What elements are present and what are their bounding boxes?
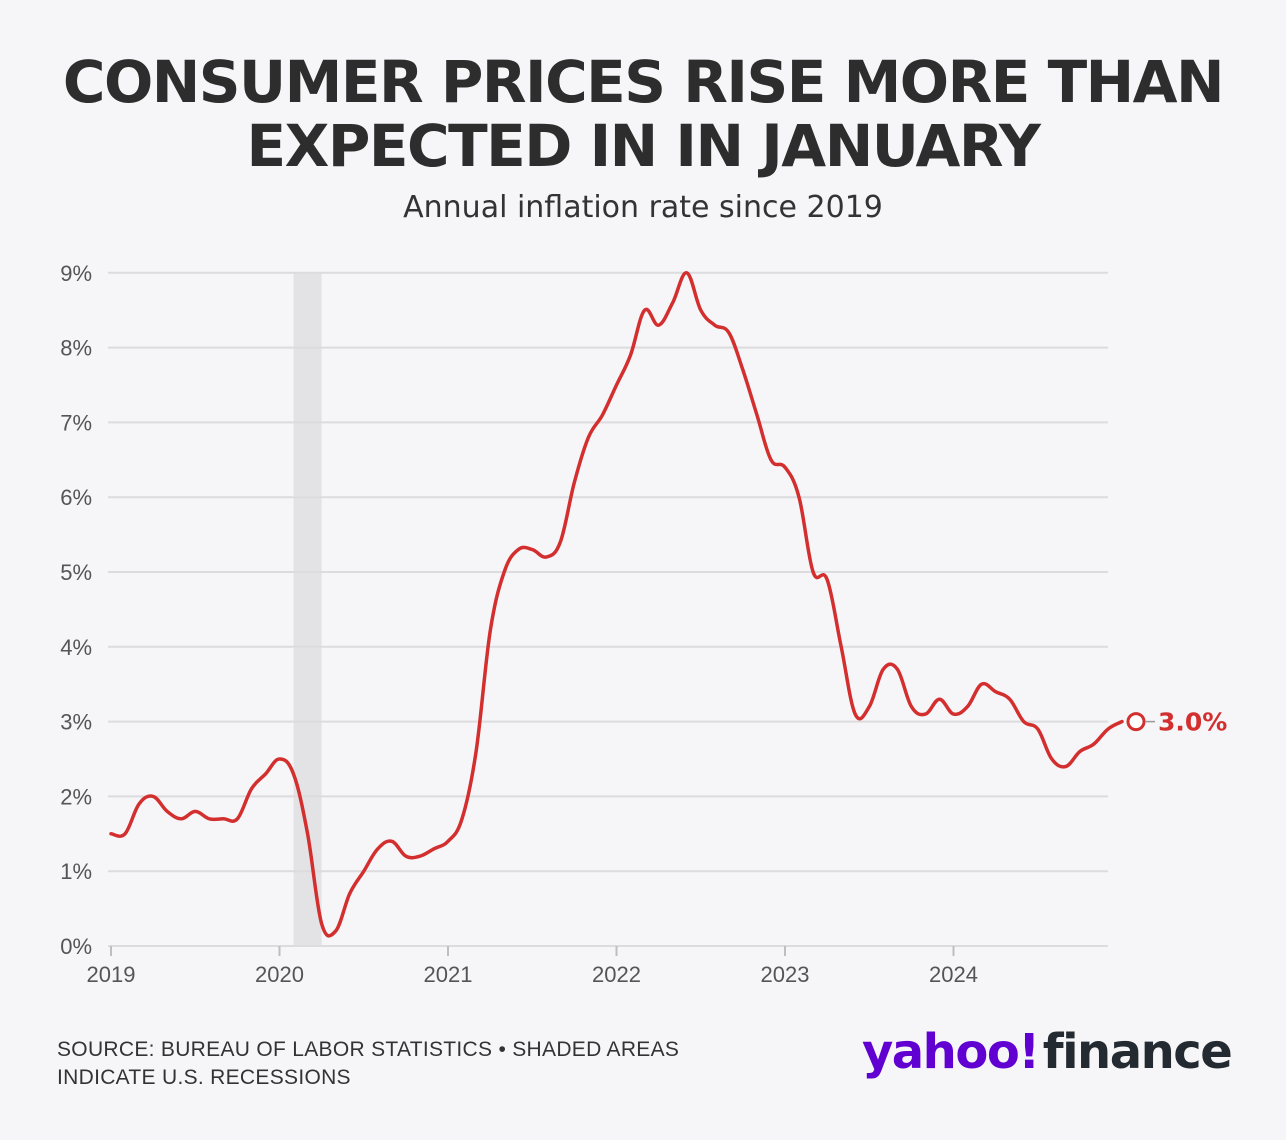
y-tick-label: 4% xyxy=(60,635,92,660)
recession-shading-layer xyxy=(293,272,322,946)
y-tick-label: 5% xyxy=(60,560,92,585)
chart-subtitle: Annual inflation rate since 2019 xyxy=(403,190,883,225)
x-tick-label: 2022 xyxy=(592,962,641,987)
y-tick-label: 7% xyxy=(60,410,92,435)
end-point-marker xyxy=(1126,712,1146,732)
y-tick-label: 3% xyxy=(60,710,92,735)
y-tick-label: 1% xyxy=(60,859,92,884)
end-label-layer: 3.0% xyxy=(1145,708,1227,737)
logo-yahoo-text: yahoo! xyxy=(862,1024,1040,1080)
chart-title: CONSUMER PRICES RISE MORE THAN EXPECTED … xyxy=(62,48,1225,180)
x-tick-label: 2023 xyxy=(761,962,810,987)
x-tick-label: 2024 xyxy=(929,962,978,987)
logo-finance-text: finance xyxy=(1042,1024,1233,1080)
x-tick-label: 2020 xyxy=(255,962,304,987)
x-tick-label: 2019 xyxy=(87,962,136,987)
x-tick-label: 2021 xyxy=(424,962,473,987)
yahoo-finance-logo: yahoo!finance xyxy=(862,1024,1233,1080)
y-tick-label: 6% xyxy=(60,485,92,510)
y-tick-label: 8% xyxy=(60,336,92,361)
y-tick-label: 9% xyxy=(60,261,92,286)
y-tick-label: 0% xyxy=(60,934,92,959)
series-line-0 xyxy=(109,271,1124,938)
recession-band-0 xyxy=(293,272,322,946)
axis-layer: 0% 1% 2% 3% 4% 5% 6% 7% 8% 9% 2019 2020 2021 2022 2023… xyxy=(60,261,978,987)
series-layer xyxy=(109,271,1146,938)
end-value-label: 3.0% xyxy=(1158,708,1227,737)
gridlines-layer xyxy=(108,271,1108,947)
source-note: SOURCE: BUREAU OF LABOR STATISTICS • SHA… xyxy=(57,1038,680,1089)
y-tick-label: 2% xyxy=(60,784,92,809)
